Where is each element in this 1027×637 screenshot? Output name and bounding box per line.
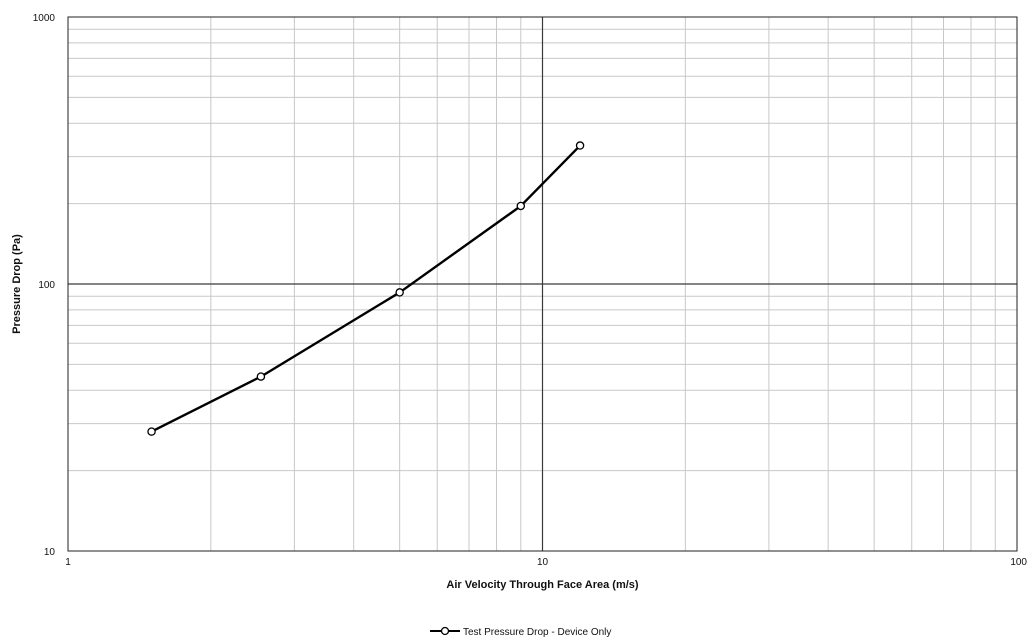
legend: Test Pressure Drop - Device Only: [430, 626, 611, 637]
series-line: [150, 144, 582, 433]
x-tick-labels: 1 10 100: [65, 557, 1027, 568]
data-point: [575, 141, 585, 150]
y-tick-label: 100: [38, 280, 55, 291]
data-point: [147, 427, 156, 436]
x-tick-label: 1: [65, 557, 71, 568]
plot-frame: [67, 16, 1018, 552]
x-tick-label: 10: [537, 557, 549, 568]
data-point: [395, 288, 404, 297]
y-tick-labels: 10 100 1000: [33, 13, 56, 558]
x-tick-label: 100: [1010, 557, 1027, 568]
y-axis-title: Pressure Drop (Pa): [11, 234, 23, 334]
series-layer: [147, 141, 585, 436]
data-point: [516, 201, 526, 211]
y-tick-label: 1000: [33, 13, 56, 24]
legend-marker-swatch: [440, 626, 450, 636]
major-grid: [68, 17, 1017, 551]
legend-label: Test Pressure Drop - Device Only: [463, 627, 611, 637]
x-axis-title: Air Velocity Through Face Area (m/s): [446, 579, 638, 591]
y-tick-label: 10: [44, 547, 56, 558]
data-point: [256, 372, 266, 381]
